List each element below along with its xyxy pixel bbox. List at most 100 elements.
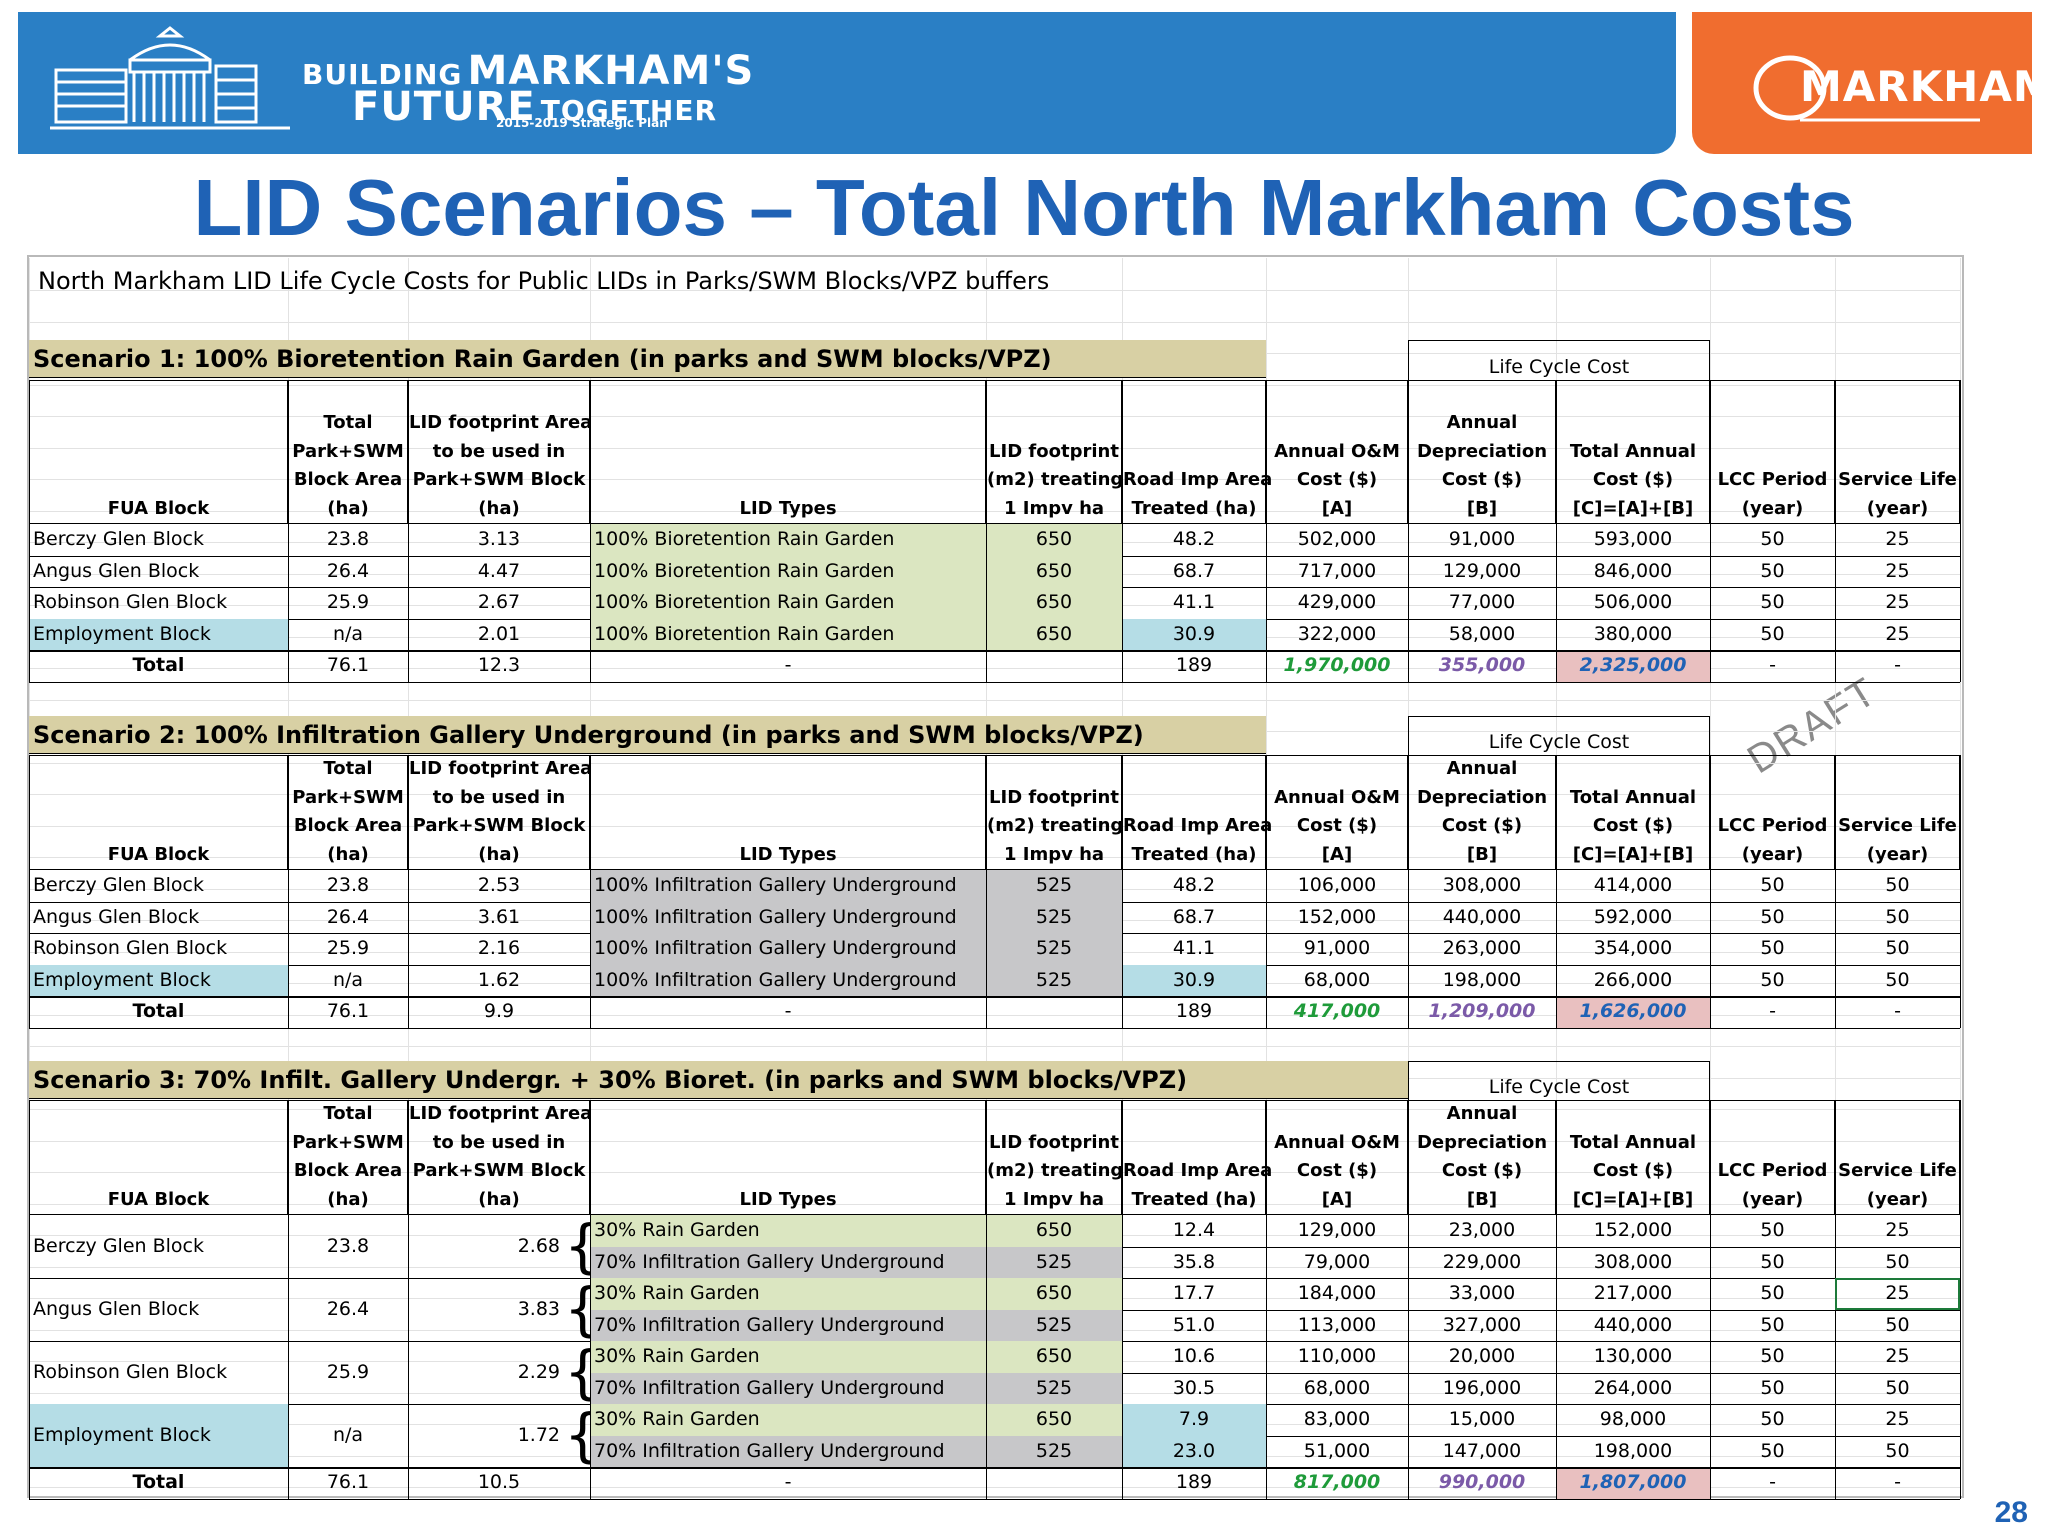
grid-line	[29, 1015, 1960, 1016]
s1-row-3-footprint: 2.01	[477, 622, 521, 645]
column-header-line: LID footprint	[989, 786, 1119, 808]
s1-row-1-lcc: 50	[1760, 559, 1785, 582]
s1-row-0-dep: 91,000	[1448, 528, 1516, 550]
s1-row-2-dep: 77,000	[1448, 591, 1516, 613]
total-label: Total	[132, 1000, 185, 1022]
column-header-line: LID Types	[739, 1188, 837, 1210]
total-lcc: -	[1769, 654, 1776, 676]
s1-row-1-om: 717,000	[1297, 559, 1377, 582]
s2-row-0-footprint: 2.53	[477, 874, 521, 896]
s3-row-m2: 650	[986, 1278, 1122, 1310]
s3-row-om: 113,000	[1297, 1313, 1377, 1336]
s2-row-2-area: 25.9	[326, 937, 370, 959]
table-border	[1835, 380, 1836, 682]
column-header-line: FUA Block	[107, 497, 210, 519]
fua-block-name: Angus Glen Block	[33, 559, 200, 582]
column-header-line: Treated (ha)	[1131, 1188, 1257, 1210]
total-footprint: 10.5	[477, 1471, 521, 1493]
column-header-line: LID footprint	[989, 1131, 1119, 1153]
column-header-line: [A]	[1321, 843, 1353, 865]
selected-cell[interactable]	[1835, 1278, 1960, 1310]
total-road: 189	[1175, 1471, 1213, 1493]
s1-row-1-type: 100% Bioretention Rain Garden	[590, 555, 986, 587]
table-border	[590, 1100, 591, 1499]
s3-row-type: 30% Rain Garden	[590, 1215, 986, 1247]
total-dep: 990,000	[1438, 1471, 1526, 1493]
s3-row-om: 129,000	[1297, 1219, 1377, 1241]
column-header-line: [B]	[1466, 843, 1498, 865]
s1-row-1-area: 26.4	[326, 559, 370, 582]
s2-row-0-area: 23.8	[326, 874, 370, 896]
column-header-line: Cost ($)	[1296, 469, 1378, 490]
grid-line	[29, 479, 1960, 480]
s3-row-lcc: 50	[1760, 1408, 1785, 1430]
s2-row-1-footprint: 3.61	[477, 905, 521, 928]
sheet-title: North Markham LID Life Cycle Costs for P…	[38, 267, 1050, 295]
total-label: Total	[132, 1471, 185, 1493]
s3-row-om: 110,000	[1297, 1345, 1377, 1367]
table-border	[1122, 755, 1123, 1028]
column-header-line: Road Imp Area	[1123, 1160, 1273, 1181]
s1-row-2-type: 100% Bioretention Rain Garden	[590, 587, 986, 619]
column-header-service-life: Service Life (year)	[1835, 1100, 1960, 1215]
total-type: -	[784, 1000, 792, 1022]
column-header-line: (year)	[1866, 1188, 1929, 1210]
column-header-fua-block: FUA Block	[29, 1100, 288, 1215]
column-header-line: Cost ($)	[1441, 815, 1523, 836]
group-footprint: 3.83	[517, 1298, 560, 1320]
brand-future: FUTURE	[352, 84, 536, 130]
s2-row-3-dep: 198,000	[1442, 968, 1522, 991]
column-header-line: Service Life	[1838, 1160, 1957, 1181]
s2-row-3-road: 30.9	[1122, 964, 1266, 996]
s2-row-3-lcc: 50	[1760, 968, 1785, 991]
page-title: LID Scenarios – Total North Markham Cost…	[193, 163, 1855, 252]
s2-row-2-road: 41.1	[1172, 937, 1216, 959]
column-header-line: (ha)	[478, 843, 520, 865]
column-header-line: Treated (ha)	[1131, 497, 1257, 519]
column-header-om-cost: Annual O&M Cost ($) [A]	[1266, 1100, 1408, 1215]
table-border	[1710, 380, 1711, 682]
s2-row-3-type: 100% Infiltration Gallery Underground	[590, 964, 986, 996]
column-header-line: Block Area	[293, 1160, 403, 1181]
column-header-road-imp: Road Imp Area Treated (ha)	[1122, 380, 1272, 524]
s3-row-om: 79,000	[1303, 1250, 1371, 1273]
life-cycle-cost-header: Life Cycle Cost	[1408, 716, 1710, 756]
column-header-line: [C]=[A]+[B]	[1572, 843, 1694, 865]
total-area: 76.1	[326, 654, 370, 676]
s1-row-3-om: 322,000	[1297, 622, 1377, 645]
column-header-line: to be used in	[432, 1131, 566, 1153]
s3-row-total: 98,000	[1599, 1408, 1667, 1430]
header-banner	[18, 12, 1676, 154]
column-header-line: Annual O&M	[1274, 786, 1400, 808]
column-header-line: (ha)	[478, 1188, 520, 1210]
s1-row-3-total: 380,000	[1593, 622, 1673, 645]
column-header-line: Cost ($)	[1592, 815, 1674, 836]
column-header-footprint-m2: LID footprint (m2) treating 1 Impv ha	[986, 380, 1123, 524]
markham-logo-icon	[1753, 55, 1980, 122]
s3-row-total: 198,000	[1593, 1439, 1673, 1462]
s2-row-2-footprint: 2.16	[477, 937, 521, 959]
s2-row-2-m2: 525	[986, 933, 1122, 965]
s3-row-om: 51,000	[1303, 1439, 1371, 1462]
table-border	[1556, 755, 1557, 1028]
total-om: 417,000	[1293, 1000, 1381, 1022]
column-header-line: Total Annual	[1569, 440, 1697, 462]
column-header-line: Cost ($)	[1592, 469, 1674, 490]
total-om: 817,000	[1293, 1471, 1381, 1493]
total-footprint: 9.9	[483, 1000, 515, 1022]
s3-row-om: 68,000	[1303, 1376, 1371, 1399]
s3-row-lcc: 50	[1760, 1439, 1785, 1462]
s3-row-road: 30.5	[1172, 1376, 1216, 1399]
column-header-line: (ha)	[327, 843, 369, 865]
grid-line	[29, 700, 1960, 701]
life-cycle-cost-header: Life Cycle Cost	[1408, 340, 1710, 381]
s1-row-0-om: 502,000	[1297, 528, 1377, 550]
column-header-depreciation: Annual Depreciation Cost ($) [B]	[1408, 380, 1556, 524]
table-border	[986, 380, 987, 682]
grid-line	[29, 1141, 1960, 1142]
column-header-footprint-area: LID footprint Area to be used in Park+SWM …	[408, 380, 592, 524]
city-logo-panel	[1692, 12, 2032, 154]
s1-row-2-lcc: 50	[1760, 591, 1785, 613]
table-border	[590, 1247, 1960, 1248]
column-header-line: Annual O&M	[1274, 440, 1400, 462]
